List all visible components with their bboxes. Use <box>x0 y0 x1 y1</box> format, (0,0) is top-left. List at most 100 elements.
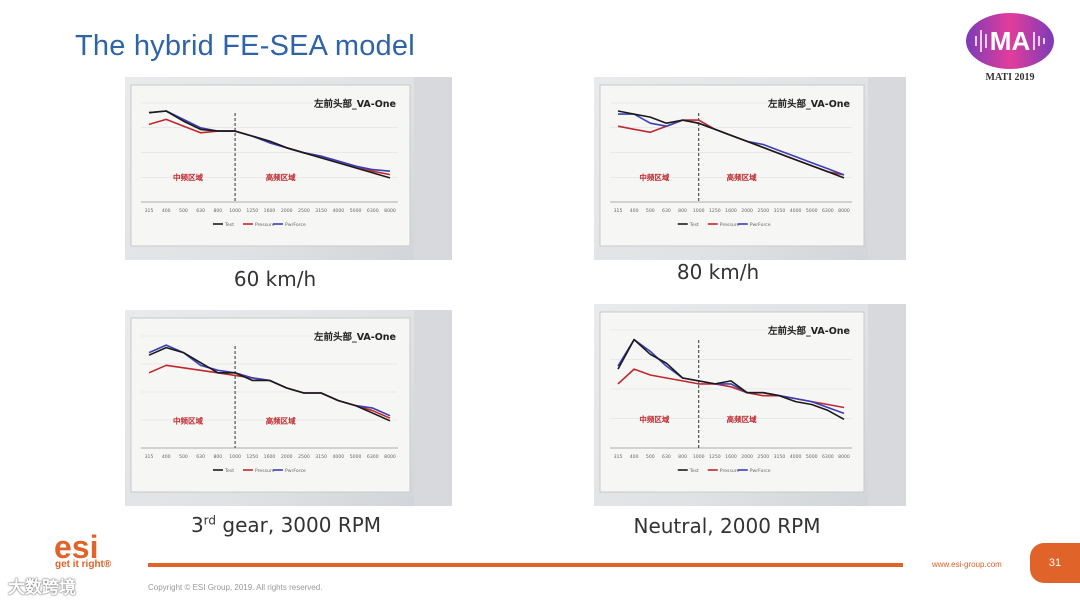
chart-photo-1: 左前头部_VA-One 中频区域 高频区域 315 400 500 630 800 1000 12… <box>125 77 452 260</box>
legend-label: PwrForce <box>750 468 771 474</box>
x-tick-label: 1600 <box>725 208 737 214</box>
chart-photo-2: 左前头部_VA-One 中频区域 高频区域 315 400 500 630 800 1000 12… <box>594 77 906 260</box>
chart-photo-4: 左前头部_VA-One 中频区域 高频区域 315 400 500 630 800 1000 12… <box>594 304 906 506</box>
chart-photo-3: 左前头部_VA-One 中频区域 高频区域 315 400 500 630 800 1000 12… <box>125 310 452 506</box>
mati-logo: MA <box>966 13 1054 69</box>
region-high-label: 高频区域 <box>266 172 296 182</box>
x-tick-label: 8000 <box>838 208 850 214</box>
x-tick-label: 630 <box>196 454 205 460</box>
chart-title: 左前头部_VA-One <box>767 98 850 110</box>
watermark: 大数跨境 <box>8 578 76 598</box>
x-tick-label: 3150 <box>774 208 786 214</box>
esi-logo-text: esi <box>54 529 98 565</box>
x-tick-label: 2000 <box>281 208 293 214</box>
x-tick-label: 500 <box>179 208 188 214</box>
region-low-label: 中频区域 <box>173 415 203 425</box>
x-tick-label: 5000 <box>806 454 818 460</box>
footer-divider <box>148 563 903 567</box>
x-tick-label: 6300 <box>367 454 379 460</box>
x-tick-label: 4000 <box>333 208 345 214</box>
x-tick-label: 6300 <box>822 208 834 214</box>
series-line-test <box>617 110 845 179</box>
x-tick-label: 630 <box>662 454 671 460</box>
svg-text:MA: MA <box>990 26 1031 56</box>
chart-title: 左前头部_VA-One <box>767 325 850 337</box>
x-tick-label: 6300 <box>367 208 379 214</box>
legend-label: Test <box>224 222 234 228</box>
caption-3-sup: rd <box>203 513 217 528</box>
x-tick-label: 2500 <box>757 208 769 214</box>
region-low-label: 中频区域 <box>173 172 203 182</box>
legend-label: Test <box>689 468 699 474</box>
page-number: 31 <box>1030 543 1080 583</box>
x-tick-label: 1000 <box>693 208 705 214</box>
region-low-label: 中频区域 <box>639 172 669 182</box>
x-tick-label: 1250 <box>246 454 258 460</box>
x-tick-label: 400 <box>630 454 639 460</box>
x-tick-label: 2000 <box>281 454 293 460</box>
chart-svg-1: 左前头部_VA-One 中频区域 高频区域 315 400 500 630 800 1000 12… <box>130 77 452 260</box>
x-tick-label: 1000 <box>229 454 241 460</box>
chart-svg-3: 左前头部_VA-One 中频区域 高频区域 315 400 500 630 800 1000 12… <box>130 310 452 506</box>
legend-label: Pressure <box>720 468 740 474</box>
chart-caption-1: 60 km/h <box>233 267 317 291</box>
x-tick-label: 4000 <box>333 454 345 460</box>
legend-label: Pressure <box>720 222 740 228</box>
x-tick-label: 800 <box>678 454 687 460</box>
legend-label: Pressure <box>255 468 275 474</box>
x-tick-label: 4000 <box>790 208 802 214</box>
series-line-test <box>148 110 391 179</box>
legend-label: PwrForce <box>750 222 771 228</box>
x-tick-label: 5000 <box>806 208 818 214</box>
region-high-label: 高频区域 <box>727 414 757 424</box>
x-tick-label: 500 <box>646 454 655 460</box>
series-line-pwrforce <box>148 110 391 172</box>
x-tick-label: 5000 <box>350 208 362 214</box>
x-tick-label: 1600 <box>264 454 276 460</box>
x-tick-label: 630 <box>662 208 671 214</box>
website-link[interactable]: www.esi-group.com <box>932 560 1002 569</box>
chart-title: 左前头部_VA-One <box>313 98 396 110</box>
x-tick-label: 1250 <box>709 208 721 214</box>
x-tick-label: 315 <box>145 454 154 460</box>
x-tick-label: 3150 <box>774 454 786 460</box>
x-tick-label: 2500 <box>298 208 310 214</box>
series-line-pwrforce <box>617 338 845 415</box>
x-tick-label: 1000 <box>693 454 705 460</box>
chart-title: 左前头部_VA-One <box>313 331 396 343</box>
series-line-test <box>148 346 391 422</box>
x-tick-label: 500 <box>646 208 655 214</box>
x-tick-label: 8000 <box>384 208 396 214</box>
x-tick-label: 2500 <box>757 454 769 460</box>
legend-label: PwrForce <box>285 222 306 228</box>
x-tick-label: 315 <box>614 454 623 460</box>
x-tick-label: 1250 <box>246 208 258 214</box>
slide-title: The hybrid FE-SEA model <box>75 30 415 62</box>
legend-label: PwrForce <box>285 468 306 474</box>
x-tick-label: 630 <box>196 208 205 214</box>
caption-3-main: 3 <box>190 513 204 537</box>
copyright-text: Copyright © ESI Group, 2019. All rights … <box>148 583 323 592</box>
x-tick-label: 1000 <box>229 208 241 214</box>
x-tick-label: 800 <box>678 208 687 214</box>
x-tick-label: 8000 <box>838 454 850 460</box>
chart-caption-2: 80 km/h <box>676 260 760 284</box>
x-tick-label: 2500 <box>298 454 310 460</box>
x-tick-label: 400 <box>162 454 171 460</box>
x-tick-label: 400 <box>162 208 171 214</box>
legend-label: Pressure <box>255 222 275 228</box>
x-tick-label: 800 <box>213 454 222 460</box>
chart-caption-3: 3rd gear, 3000 RPM <box>166 513 406 537</box>
x-tick-label: 4000 <box>790 454 802 460</box>
chart-svg-4: 左前头部_VA-One 中频区域 高频区域 315 400 500 630 800 1000 12… <box>599 304 906 506</box>
x-tick-label: 6300 <box>822 454 834 460</box>
x-tick-label: 2000 <box>741 454 753 460</box>
legend-label: Test <box>689 222 699 228</box>
series-line-test <box>617 338 845 421</box>
x-tick-label: 5000 <box>350 454 362 460</box>
region-high-label: 高频区域 <box>727 172 757 182</box>
x-tick-label: 315 <box>145 208 154 214</box>
region-high-label: 高频区域 <box>266 415 296 425</box>
x-tick-label: 315 <box>614 208 623 214</box>
x-tick-label: 3150 <box>315 208 327 214</box>
